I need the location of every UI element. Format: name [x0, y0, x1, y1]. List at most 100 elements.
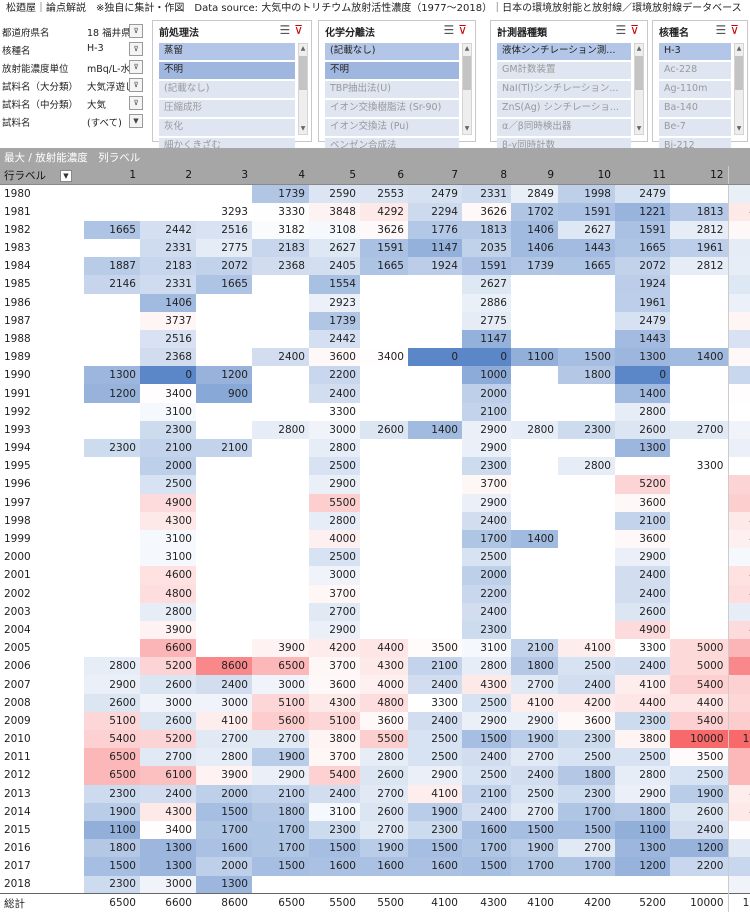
- data-cell[interactable]: [408, 529, 462, 549]
- data-cell[interactable]: [196, 311, 252, 330]
- data-cell[interactable]: [196, 402, 252, 421]
- data-cell[interactable]: [84, 602, 140, 621]
- data-cell[interactable]: 1600: [462, 820, 511, 840]
- data-cell[interactable]: [84, 566, 140, 585]
- data-cell[interactable]: 1665: [558, 257, 615, 276]
- data-cell[interactable]: [511, 475, 558, 494]
- row-total-cell[interactable]: 3737: [727, 311, 750, 330]
- data-cell[interactable]: 2800: [84, 657, 140, 676]
- data-cell[interactable]: 3000: [252, 675, 309, 694]
- data-cell[interactable]: [670, 366, 728, 385]
- data-cell[interactable]: [84, 620, 140, 640]
- row-total-cell[interactable]: 5400: [727, 675, 750, 694]
- row-filter-icon[interactable]: ▼: [60, 169, 72, 182]
- data-cell[interactable]: 1100: [84, 820, 140, 840]
- scroll-down-icon[interactable]: ▼: [636, 125, 642, 132]
- data-cell[interactable]: [408, 602, 462, 621]
- data-cell[interactable]: [511, 602, 558, 621]
- data-cell[interactable]: 2500: [558, 657, 615, 676]
- filter-value[interactable]: (すべて): [87, 118, 122, 129]
- data-cell[interactable]: [360, 457, 408, 476]
- scroll-up-icon[interactable]: ▲: [636, 45, 642, 52]
- scroll-down-icon[interactable]: ▼: [736, 125, 742, 132]
- data-cell[interactable]: 2000: [462, 566, 511, 585]
- data-cell[interactable]: [511, 329, 558, 349]
- data-cell[interactable]: 2400: [615, 584, 670, 603]
- data-cell[interactable]: 3600: [309, 348, 360, 367]
- data-cell[interactable]: 5000: [670, 657, 728, 676]
- data-cell[interactable]: [84, 493, 140, 512]
- data-cell[interactable]: [360, 275, 408, 294]
- data-cell[interactable]: [196, 511, 252, 530]
- data-cell[interactable]: 4800: [140, 584, 196, 603]
- data-cell[interactable]: [84, 329, 140, 349]
- data-cell[interactable]: [252, 602, 309, 621]
- data-cell[interactable]: 1961: [615, 293, 670, 312]
- data-cell[interactable]: 2300: [558, 420, 615, 439]
- multi-select-icon[interactable]: ☰: [715, 23, 731, 37]
- data-cell[interactable]: 3100: [140, 529, 196, 549]
- slicer-item[interactable]: Ba-140: [659, 100, 731, 117]
- data-cell[interactable]: 1900: [252, 748, 309, 767]
- data-cell[interactable]: [558, 620, 615, 640]
- slicer-item[interactable]: 灰化: [159, 119, 295, 136]
- scroll-up-icon[interactable]: ▲: [300, 45, 306, 52]
- data-cell[interactable]: 1800: [252, 802, 309, 821]
- data-cell[interactable]: 3293: [196, 202, 252, 221]
- data-cell[interactable]: 1500: [408, 839, 462, 858]
- data-cell[interactable]: 2442: [140, 220, 196, 239]
- data-cell[interactable]: [670, 584, 728, 603]
- data-cell[interactable]: 1200: [670, 839, 728, 858]
- data-cell[interactable]: 2400: [670, 820, 728, 840]
- data-cell[interactable]: 1900: [670, 784, 728, 803]
- data-cell[interactable]: [196, 293, 252, 312]
- data-cell[interactable]: 1500: [558, 820, 615, 840]
- data-cell[interactable]: [408, 311, 462, 330]
- data-cell[interactable]: [196, 348, 252, 367]
- data-cell[interactable]: 2600: [360, 802, 408, 821]
- data-cell[interactable]: [511, 439, 558, 458]
- filter-value[interactable]: H-3: [87, 43, 104, 54]
- scroll-thumb[interactable]: [735, 56, 743, 90]
- data-cell[interactable]: 3000: [196, 693, 252, 712]
- data-cell[interactable]: 2849: [511, 184, 558, 203]
- data-cell[interactable]: 2600: [670, 802, 728, 821]
- data-cell[interactable]: 5100: [309, 711, 360, 730]
- data-cell[interactable]: [360, 384, 408, 403]
- data-cell[interactable]: 2200: [309, 366, 360, 385]
- data-cell[interactable]: [196, 584, 252, 603]
- data-cell[interactable]: 2500: [408, 730, 462, 749]
- data-cell[interactable]: [252, 566, 309, 585]
- data-cell[interactable]: 1998: [558, 184, 615, 203]
- data-cell[interactable]: [252, 311, 309, 330]
- scroll-thumb[interactable]: [463, 56, 471, 90]
- data-cell[interactable]: [252, 366, 309, 385]
- scroll-down-icon[interactable]: ▼: [300, 125, 306, 132]
- data-cell[interactable]: [558, 475, 615, 494]
- data-cell[interactable]: [252, 439, 309, 458]
- data-cell[interactable]: 1600: [408, 857, 462, 876]
- data-cell[interactable]: 2400: [558, 675, 615, 694]
- data-cell[interactable]: 1776: [408, 220, 462, 239]
- data-cell[interactable]: [84, 238, 140, 258]
- row-total-cell[interactable]: 3300: [727, 457, 750, 476]
- data-cell[interactable]: [408, 293, 462, 312]
- data-cell[interactable]: 1800: [615, 802, 670, 821]
- data-cell[interactable]: 3300: [670, 457, 728, 476]
- data-cell[interactable]: 2072: [615, 257, 670, 276]
- data-cell[interactable]: 2100: [252, 784, 309, 803]
- data-cell[interactable]: 6100: [140, 766, 196, 785]
- data-cell[interactable]: 1200: [84, 384, 140, 403]
- data-cell[interactable]: [511, 366, 558, 385]
- data-cell[interactable]: [309, 875, 360, 894]
- data-cell[interactable]: 2368: [252, 257, 309, 276]
- data-cell[interactable]: [196, 475, 252, 494]
- data-cell[interactable]: 2000: [196, 857, 252, 876]
- data-cell[interactable]: 2400: [408, 711, 462, 730]
- data-cell[interactable]: 2800: [511, 420, 558, 439]
- data-cell[interactable]: 2553: [360, 184, 408, 203]
- data-cell[interactable]: 2331: [140, 238, 196, 258]
- data-cell[interactable]: 1400: [408, 420, 462, 439]
- data-cell[interactable]: 1406: [140, 293, 196, 312]
- data-cell[interactable]: 1700: [252, 839, 309, 858]
